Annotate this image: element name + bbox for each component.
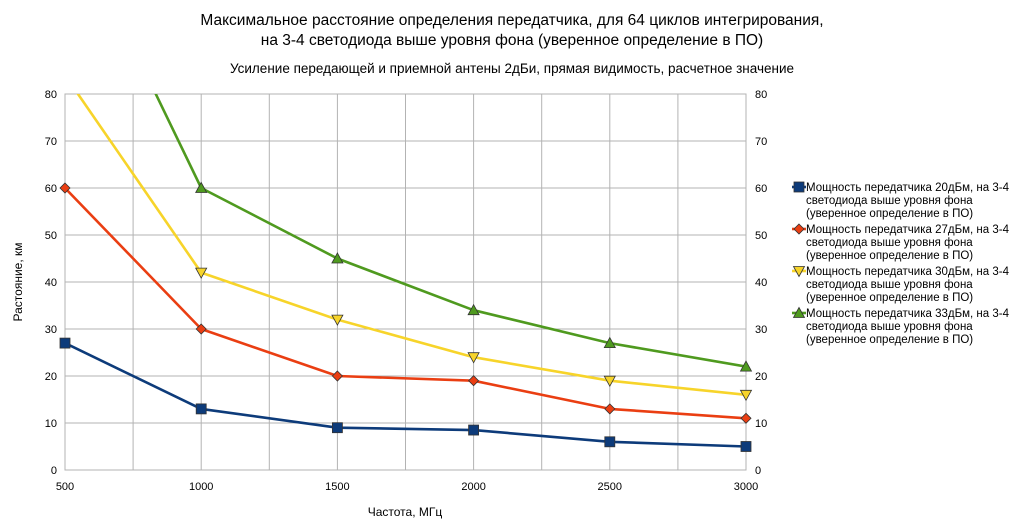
legend-label-1-line-2: (уверенное определение в ПО) <box>806 250 973 262</box>
series-line-1 <box>65 187 746 420</box>
y-tick-label-right: 40 <box>755 277 767 289</box>
x-tick-label: 1500 <box>325 481 349 493</box>
series-3-point-2 <box>331 252 344 264</box>
y-tick-label-left: 30 <box>45 324 57 336</box>
y-tick-label-left: 20 <box>45 371 57 383</box>
legend-marker-0 <box>793 181 805 193</box>
series-3-point-3 <box>467 303 480 316</box>
x-tick-label: 1000 <box>189 481 213 493</box>
legend-label-2-line-0: Мощность передатчика 30дБм, на 3-4 <box>806 266 1010 278</box>
y-tick-label-left: 50 <box>45 230 57 242</box>
series-0-point-0 <box>59 337 71 349</box>
y-tick-label-right: 80 <box>755 89 767 101</box>
chart-title-line-1: Максимальное расстояние определения пере… <box>200 12 823 29</box>
y-tick-label-right: 70 <box>755 136 767 148</box>
y-tick-label-right: 0 <box>755 465 761 477</box>
series-0-point-1 <box>195 403 207 415</box>
series-2-point-4 <box>603 375 616 388</box>
series-markers <box>59 181 753 452</box>
x-tick-label: 2000 <box>461 481 485 493</box>
series-line-3 <box>154 94 746 368</box>
series-3-point-1 <box>195 181 208 193</box>
series-0-point-4 <box>604 436 616 448</box>
y-axis-left-ticks: 0 10 20 30 40 50 60 70 80 <box>45 89 57 477</box>
series-0-point-5 <box>740 441 752 452</box>
legend-label-3-line-0: Мощность передатчика 33дБм, на 3-4 <box>806 308 1010 320</box>
legend-marker-1 <box>793 223 805 235</box>
x-axis-label: Частота, МГц <box>368 505 443 519</box>
legend-marker-2 <box>792 266 806 278</box>
y-tick-label-left: 60 <box>45 183 57 195</box>
y-tick-label-left: 0 <box>51 465 57 477</box>
y-tick-label-right: 30 <box>755 324 767 336</box>
series-3-point-5 <box>739 360 753 372</box>
chart-title-line-2: на 3-4 светодиода выше уровня фона (увер… <box>261 32 763 49</box>
legend-label-0-line-2: (уверенное определение в ПО) <box>806 208 973 220</box>
series-line-2 <box>76 94 746 397</box>
legend-label-3-line-1: светодиода выше уровня фона <box>806 321 973 333</box>
series-line-0 <box>65 341 746 448</box>
y-axis-right-ticks: 0 10 20 30 40 50 60 70 80 <box>755 89 767 477</box>
series-1-point-4 <box>604 403 616 415</box>
legend-marker-3 <box>792 306 806 318</box>
series-3-point-4 <box>603 336 616 349</box>
y-tick-label-left: 40 <box>45 277 57 289</box>
y-tick-label-left: 80 <box>45 89 57 101</box>
x-axis-ticks: 500 1000 1500 2000 2500 3000 <box>56 481 758 493</box>
x-tick-label: 3000 <box>734 481 758 493</box>
series-1-point-1 <box>195 323 207 335</box>
legend-label-0-line-1: светодиода выше уровня фона <box>806 195 973 207</box>
y-tick-label-right: 50 <box>755 230 767 242</box>
series-lines <box>65 94 746 448</box>
legend-label-1-line-0: Мощность передатчика 27дБм, на 3-4 <box>806 224 1010 236</box>
y-tick-label-right: 10 <box>755 418 767 430</box>
legend-label-2-line-2: (уверенное определение в ПО) <box>806 292 973 304</box>
series-2-point-3 <box>467 352 480 364</box>
y-tick-label-right: 60 <box>755 183 767 195</box>
x-tick-label: 2500 <box>598 481 622 493</box>
series-1-point-2 <box>331 370 343 382</box>
series-0-point-3 <box>468 424 480 436</box>
chart-subtitle: Усиление передающей и приемной антены 2д… <box>230 61 794 76</box>
series-1-point-5 <box>740 412 752 424</box>
series-1-point-3 <box>468 375 480 387</box>
legend-label-1-line-1: светодиода выше уровня фона <box>806 237 973 249</box>
grid <box>64 93 747 471</box>
y-tick-label-right: 20 <box>755 371 767 383</box>
legend-label-0-line-0: Мощность передатчика 20дБм, на 3-4 <box>806 182 1010 194</box>
y-tick-label-left: 10 <box>45 418 57 430</box>
y-tick-label-left: 70 <box>45 136 57 148</box>
series-2-point-1 <box>195 267 208 279</box>
series-2-point-2 <box>331 314 344 326</box>
plot-border <box>64 93 747 471</box>
legend-label-2-line-1: светодиода выше уровня фона <box>806 279 973 291</box>
legend-label-3-line-2: (уверенное определение в ПО) <box>806 334 973 346</box>
series-1-point-0 <box>59 182 71 194</box>
series-2-point-5 <box>739 389 753 402</box>
series-0-point-2 <box>331 422 343 434</box>
y-axis-label: Растояние, км <box>11 243 25 322</box>
x-tick-label: 500 <box>56 481 74 493</box>
legend: Мощность передатчика 20дБм, на 3-4светод… <box>792 181 1010 346</box>
